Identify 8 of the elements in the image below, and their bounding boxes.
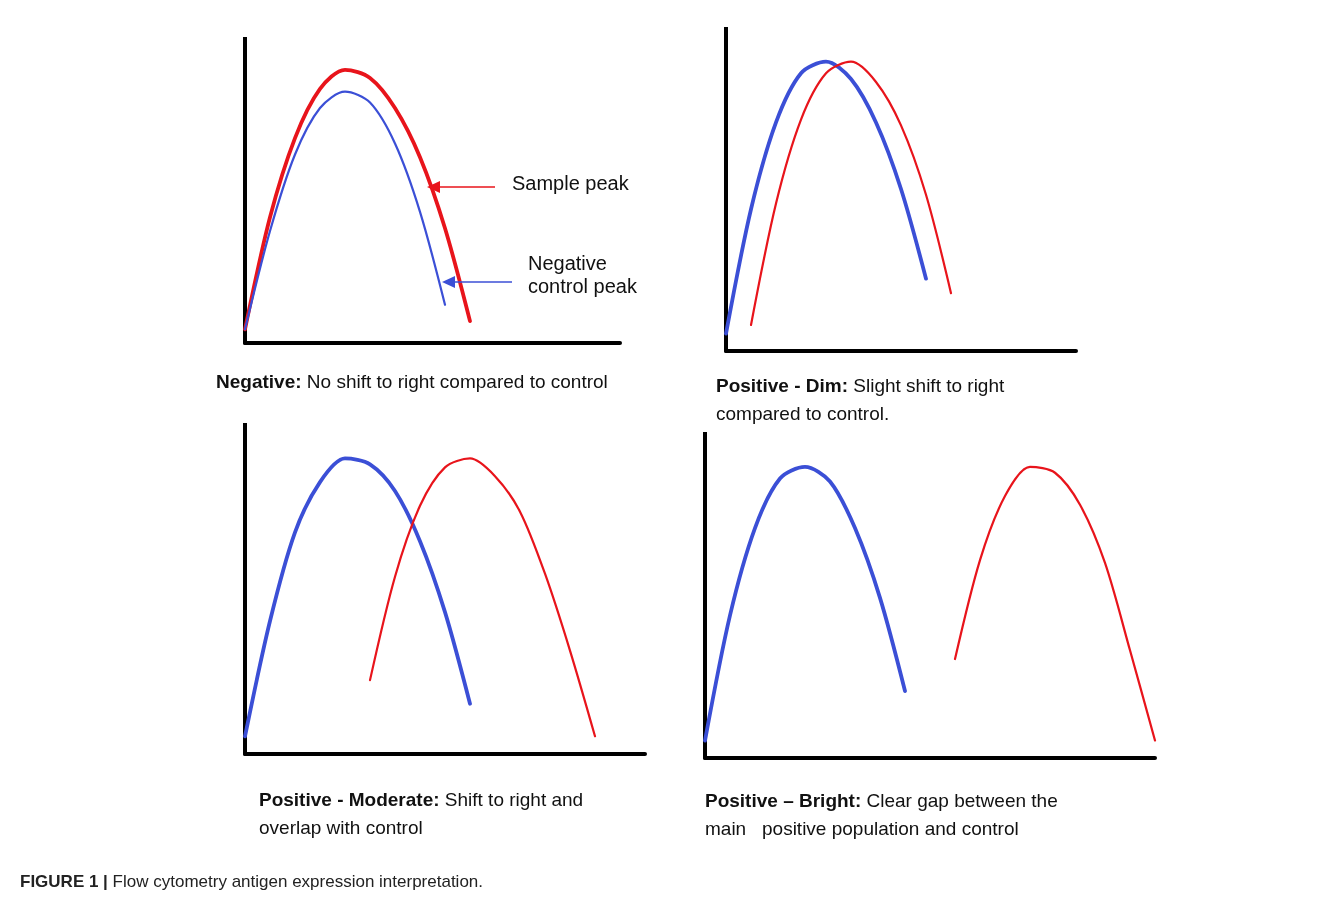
text: No shift to right compared to control bbox=[306, 371, 608, 392]
legend-label: Negative control peak bbox=[528, 252, 638, 298]
legend-label: Sample peak bbox=[512, 172, 630, 195]
text: Positive – Bright: bbox=[705, 790, 862, 811]
text: Positive - Dim: bbox=[716, 375, 848, 396]
caption: FIGURE 1 | Flow cytometry antigen expression interpretation. bbox=[20, 872, 484, 892]
text: Positive - Moderate: bbox=[259, 789, 440, 810]
text: Negative: bbox=[216, 371, 302, 392]
